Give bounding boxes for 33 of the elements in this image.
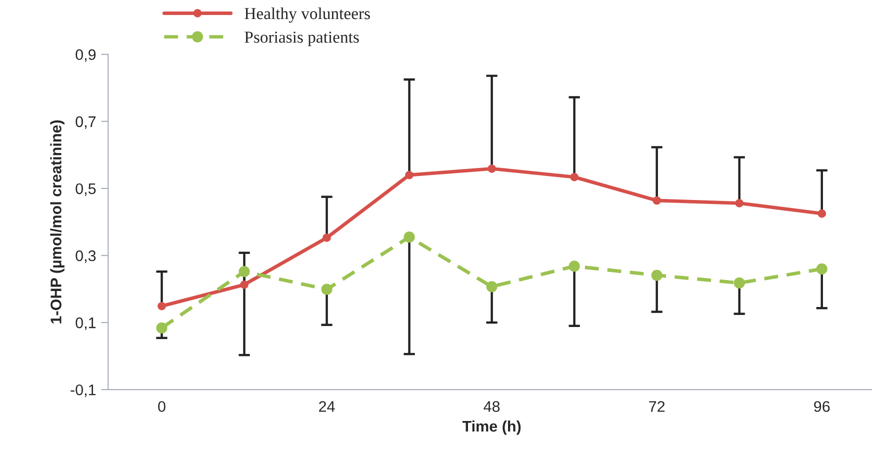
y-tick-label: -0,1 xyxy=(70,384,96,398)
y-tick-label: 0,1 xyxy=(76,317,96,330)
point xyxy=(570,172,578,182)
point xyxy=(321,284,332,295)
point xyxy=(652,196,661,205)
point xyxy=(816,263,828,274)
legend-label: Psoriasis patients xyxy=(244,32,359,46)
x-tick-label: 0 xyxy=(158,401,166,412)
point xyxy=(488,164,496,173)
point xyxy=(651,270,662,281)
x-tick-label: 24 xyxy=(319,401,335,412)
x-tick-label: 48 xyxy=(484,401,500,412)
y-tick-label: 0,9 xyxy=(76,49,96,62)
point xyxy=(156,322,168,334)
x-tick-label: 72 xyxy=(649,401,665,412)
point xyxy=(404,232,415,243)
y-axis-title: 1-OHP (µmol/mol creatinine) xyxy=(50,120,64,324)
legend-label: Healthy volunteers xyxy=(244,7,370,23)
point xyxy=(486,281,498,292)
point xyxy=(238,266,250,278)
point xyxy=(405,170,414,180)
point xyxy=(818,209,826,218)
y-tick-label: 0,7 xyxy=(76,116,96,129)
point xyxy=(734,277,745,289)
point xyxy=(735,199,744,208)
y-tick-label: 0,5 xyxy=(76,183,96,196)
point xyxy=(158,302,166,310)
point xyxy=(240,280,248,289)
x-axis-title: Time (h) xyxy=(462,420,521,435)
point xyxy=(322,234,331,242)
x-tick-label: 96 xyxy=(814,401,830,412)
y-tick-label: 0,3 xyxy=(76,250,96,263)
point xyxy=(568,260,580,272)
